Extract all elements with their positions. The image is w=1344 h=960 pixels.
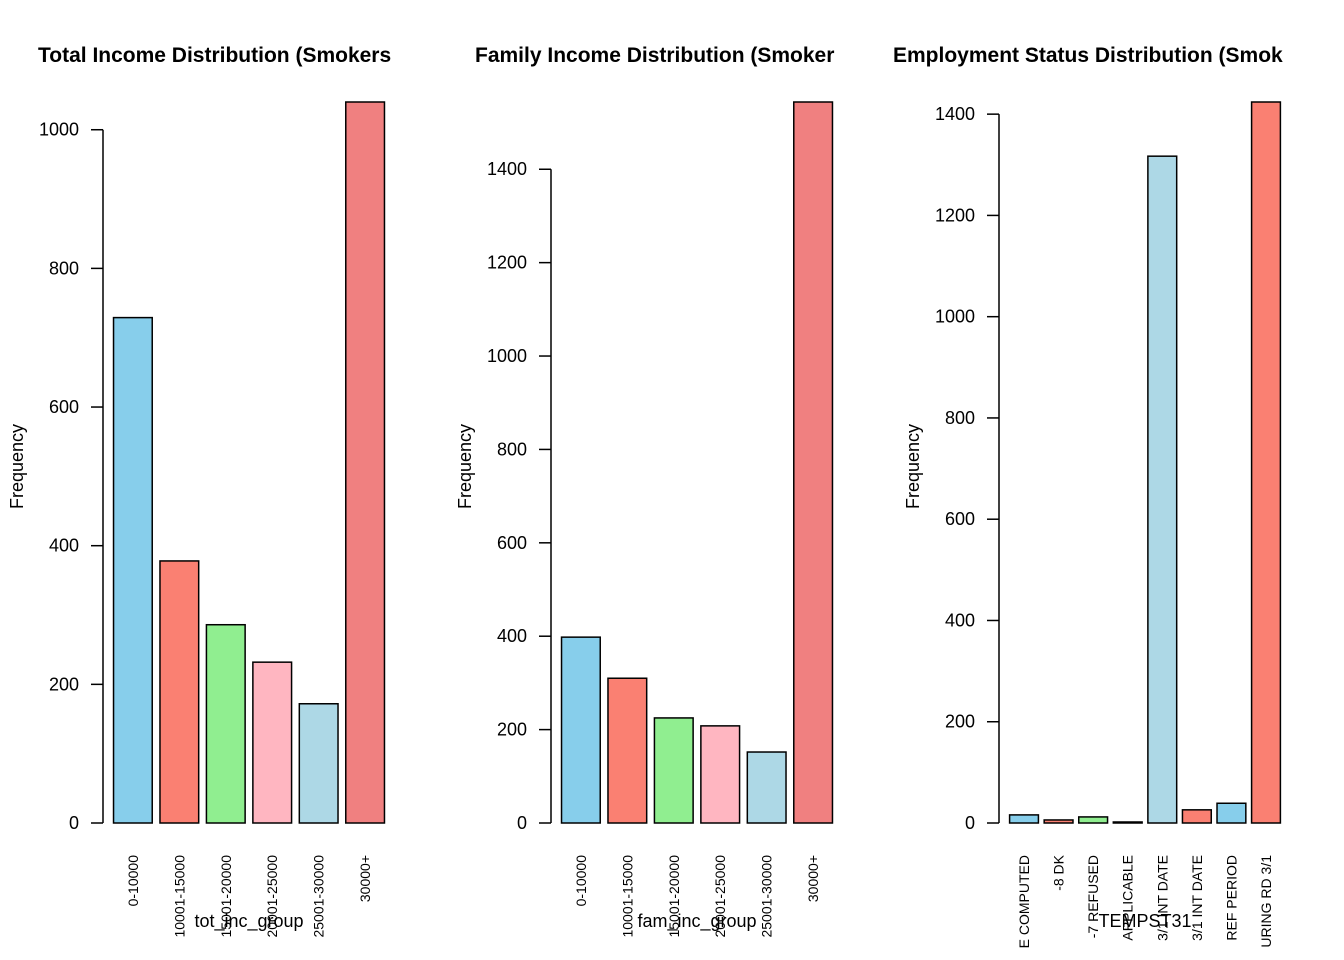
- x-tick-label: 0-10000: [125, 855, 141, 907]
- bar: [1216, 802, 1247, 824]
- x-tick-label: E COMPUTED: [1016, 855, 1032, 948]
- y-axis-label: Frequency: [455, 424, 475, 509]
- bar: [1043, 819, 1074, 824]
- y-tick-label: 800: [497, 439, 527, 459]
- x-tick-label: 3/1 INT DATE: [1189, 855, 1205, 941]
- y-tick-label: 1200: [935, 205, 975, 225]
- bar: [159, 560, 200, 824]
- chart-title: Family Income Distribution (Smoker: [475, 44, 834, 67]
- y-tick-label: 400: [945, 610, 975, 630]
- bar: [1008, 814, 1040, 824]
- x-tick-label: 0-10000: [573, 855, 589, 907]
- x-tick-label: 25001-30000: [759, 855, 775, 938]
- bar: [1077, 816, 1109, 824]
- x-axis-label: fam_inc_group: [637, 911, 756, 932]
- y-tick-label: 1000: [487, 346, 527, 366]
- y-tick-label: 1400: [935, 104, 975, 124]
- y-tick-label: 0: [965, 813, 975, 833]
- x-tick-label: URING RD 3/1: [1258, 855, 1274, 948]
- x-tick-label: 10001-15000: [171, 855, 187, 938]
- y-tick-label: 200: [49, 674, 79, 694]
- x-tick-label: 20001-25000: [264, 855, 280, 938]
- x-tick-label: APPLICABLE: [1120, 855, 1136, 941]
- y-tick-label: 400: [49, 536, 79, 556]
- chart-title: Total Income Distribution (Smokers: [38, 44, 391, 67]
- bar: [1112, 821, 1143, 824]
- x-tick-label: 15001-20000: [666, 855, 682, 938]
- x-tick-label: 10001-15000: [619, 855, 635, 938]
- y-tick-label: 0: [517, 813, 527, 833]
- x-tick-label: -7 REFUSED: [1085, 855, 1101, 938]
- x-tick-label: 30000+: [805, 855, 821, 902]
- x-tick-label: 3/1 INT DATE: [1154, 855, 1170, 941]
- x-tick-label: REF PERIOD: [1223, 855, 1239, 941]
- bar: [793, 101, 834, 824]
- panel: Employment Status Distribution (Smok Freq…: [893, 44, 1283, 948]
- bar: [607, 677, 648, 824]
- panel: Family Income Distribution (Smoker Freque…: [455, 44, 834, 938]
- y-tick-label: 400: [497, 626, 527, 646]
- bar: [653, 717, 694, 824]
- x-tick-label: 30000+: [357, 855, 373, 902]
- y-tick-label: 0: [69, 813, 79, 833]
- bar: [205, 623, 246, 824]
- y-tick-label: 800: [49, 258, 79, 278]
- bar: [112, 316, 153, 824]
- bar: [345, 101, 386, 824]
- panel: Total Income Distribution (Smokers Freque…: [7, 44, 391, 938]
- bar: [1147, 155, 1178, 824]
- y-axis-label: Frequency: [7, 424, 27, 509]
- y-tick-label: 1400: [487, 159, 527, 179]
- x-axis-label: tot_inc_group: [194, 911, 303, 932]
- bar: [746, 751, 787, 824]
- y-axis-label: Frequency: [903, 424, 923, 509]
- x-tick-label: -8 DK: [1051, 854, 1067, 890]
- y-tick-label: 200: [945, 712, 975, 732]
- y-tick-label: 200: [497, 720, 527, 740]
- y-tick-label: 1000: [39, 120, 79, 140]
- x-tick-label: 25001-30000: [311, 855, 327, 938]
- bar: [560, 636, 601, 824]
- x-tick-label: 15001-20000: [218, 855, 234, 938]
- bar: [1181, 809, 1213, 824]
- chart-title: Employment Status Distribution (Smok: [893, 44, 1283, 67]
- bar: [252, 661, 293, 824]
- bar: [700, 725, 741, 824]
- x-tick-label: 20001-25000: [712, 855, 728, 938]
- y-tick-label: 600: [49, 397, 79, 417]
- y-tick-label: 800: [945, 408, 975, 428]
- y-tick-label: 1000: [935, 307, 975, 327]
- x-axis-label: TEMPST31: [1098, 911, 1191, 931]
- bar: [1250, 101, 1282, 824]
- y-tick-label: 600: [945, 509, 975, 529]
- y-tick-label: 1200: [487, 253, 527, 273]
- y-tick-label: 600: [497, 533, 527, 553]
- bar: [298, 703, 339, 824]
